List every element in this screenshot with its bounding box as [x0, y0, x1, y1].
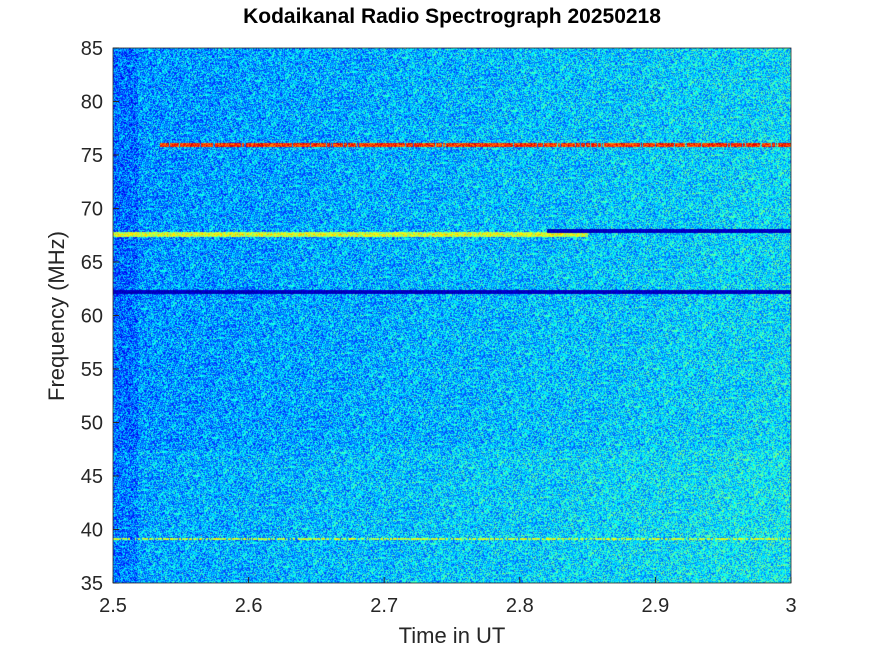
y-tick-label: 35	[81, 573, 103, 595]
x-tick-label: 2.9	[641, 595, 669, 617]
y-tick-label: 60	[81, 306, 103, 328]
x-tick-label: 2.5	[99, 595, 127, 617]
y-tick-label: 75	[81, 145, 103, 167]
chart-title: Kodaikanal Radio Spectrograph 20250218	[243, 5, 661, 28]
y-axis: 35 40 45 50 55 60 65 70 75 80 85	[81, 38, 119, 595]
x-tick-label: 2.7	[370, 595, 398, 617]
plot-area	[113, 48, 791, 583]
x-axis: 2.5 2.6 2.7 2.8 2.9 3	[99, 577, 797, 617]
y-tick-label: 40	[81, 520, 103, 542]
spectrogram-heatmap	[113, 48, 791, 583]
x-tick-label: 3	[785, 595, 796, 617]
y-tick-label: 50	[81, 413, 103, 435]
y-tick-label: 65	[81, 252, 103, 274]
x-tick-label: 2.6	[235, 595, 263, 617]
x-tick-label: 2.8	[506, 595, 534, 617]
y-tick-label: 70	[81, 199, 103, 221]
y-tick-label: 85	[81, 38, 103, 60]
axes-frame	[112, 47, 792, 584]
y-tick-label: 80	[81, 92, 103, 114]
y-tick-label: 45	[81, 466, 103, 488]
y-axis-title: Frequency (MHz)	[44, 231, 69, 401]
x-axis-title: Time in UT	[399, 623, 506, 648]
y-tick-label: 55	[81, 359, 103, 381]
